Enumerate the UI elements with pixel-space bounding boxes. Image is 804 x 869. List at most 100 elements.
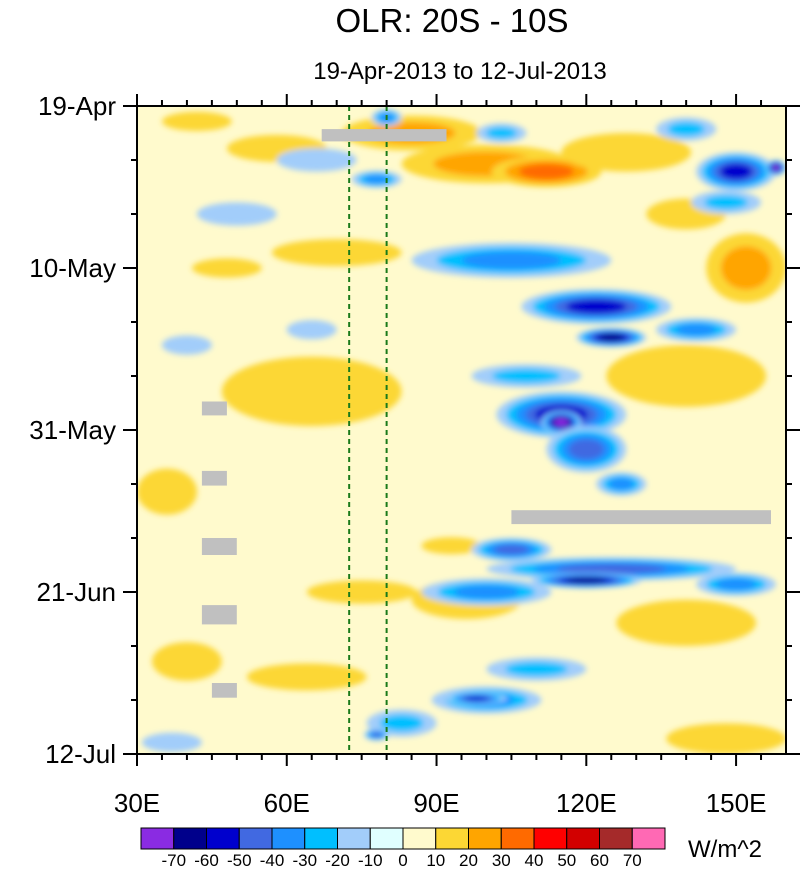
colorbar-label: -70 xyxy=(162,851,187,869)
anomaly-feature xyxy=(505,661,568,677)
anomaly-feature xyxy=(561,133,692,172)
anomaly-feature xyxy=(565,577,607,584)
missing-data-patch xyxy=(211,683,237,698)
anomaly-feature xyxy=(306,580,417,604)
colorbar-label: -60 xyxy=(194,851,219,869)
colorbar-label: -20 xyxy=(325,851,350,869)
anomaly-feature xyxy=(196,202,277,226)
olr-field xyxy=(137,106,786,754)
anomaly-feature xyxy=(421,537,482,555)
colorbar-label: -50 xyxy=(227,851,252,869)
missing-data-patch xyxy=(201,470,227,486)
x-tick-label: 90E xyxy=(413,788,459,818)
colorbar-label: 40 xyxy=(525,851,544,869)
chart-subtitle: 19-Apr-2013 to 12-Jul-2013 xyxy=(313,58,607,85)
anomaly-feature xyxy=(720,163,753,180)
colorbar: -70 -60 -50 -40 -30 -20 -10 0 10 20 30 40 50 60 70 xyxy=(140,827,666,869)
colorbar-box xyxy=(337,827,371,850)
colorbar-label: 10 xyxy=(426,851,445,869)
colorbar-label: 0 xyxy=(398,851,407,869)
colorbar-box xyxy=(566,827,600,850)
anomaly-feature xyxy=(485,127,517,139)
colorbar-box xyxy=(435,827,469,850)
anomaly-feature xyxy=(493,544,529,555)
colorbar-box xyxy=(140,827,175,850)
anomaly-feature xyxy=(286,320,337,340)
missing-data-patches xyxy=(201,129,771,698)
missing-data-patch xyxy=(201,538,237,555)
anomaly-feature xyxy=(608,478,634,490)
anomaly-feature xyxy=(716,578,757,591)
anomaly-feature xyxy=(271,239,402,267)
anomaly-feature xyxy=(676,323,717,336)
y-tick-label: 10-May xyxy=(29,253,116,283)
colorbar-box xyxy=(206,827,240,850)
colorbar-label: -10 xyxy=(358,851,383,869)
anomaly-feature xyxy=(464,696,489,701)
colorbar-box xyxy=(304,827,338,850)
anomaly-feature xyxy=(161,335,212,355)
anomaly-feature xyxy=(162,111,232,131)
colorbar-box xyxy=(468,827,502,850)
colorbar-label: 30 xyxy=(492,851,511,869)
anomaly-feature xyxy=(556,563,666,575)
anomaly-feature xyxy=(246,663,367,691)
colorbar-box xyxy=(369,827,404,850)
anomaly-feature xyxy=(364,175,390,184)
colorbar-label: -40 xyxy=(260,851,285,869)
y-tick-label: 21-Jun xyxy=(37,577,117,607)
anomaly-feature xyxy=(598,333,625,341)
anomaly-feature xyxy=(137,468,197,515)
anomaly-feature xyxy=(371,732,383,738)
colorbar-label: -30 xyxy=(293,851,318,869)
anomaly-feature xyxy=(606,345,767,407)
colorbar-box xyxy=(238,827,273,850)
anomaly-feature xyxy=(221,356,402,427)
colorbar-box xyxy=(533,827,568,850)
colorbar-box xyxy=(402,827,437,850)
x-tick-label: 150E xyxy=(706,788,767,818)
chart-title: OLR: 20S - 10S xyxy=(336,2,569,39)
anomaly-feature xyxy=(772,164,780,171)
missing-data-patch xyxy=(321,129,447,142)
colorbar-label: 20 xyxy=(459,851,478,869)
reference-lines xyxy=(348,106,388,754)
anomaly-feature xyxy=(152,642,222,681)
y-tick-label: 12-Jul xyxy=(45,739,116,769)
anomaly-feature xyxy=(192,258,262,278)
x-tick-label: 120E xyxy=(556,788,617,818)
missing-data-patch xyxy=(201,605,237,625)
colorbar-box xyxy=(173,827,207,850)
colorbar-label: 70 xyxy=(623,851,642,869)
y-tick-label: 19-Apr xyxy=(38,91,116,121)
colorbar-box xyxy=(271,827,306,850)
anomaly-feature xyxy=(141,732,202,753)
anomaly-feature xyxy=(379,714,424,732)
anomaly-feature xyxy=(461,251,562,269)
colorbar-label: 50 xyxy=(557,851,576,869)
colorbar-units: W/m^2 xyxy=(688,836,762,863)
x-axis: 30E 60E 90E 120E 150E xyxy=(114,94,767,818)
anomaly-feature xyxy=(666,723,786,754)
anomaly-feature xyxy=(554,418,569,427)
anomaly-feature xyxy=(492,368,561,384)
anomaly-feature xyxy=(667,121,705,137)
anomaly-features xyxy=(137,109,786,754)
anomaly-feature xyxy=(454,585,519,599)
missing-data-patch xyxy=(201,401,227,416)
colorbar-box xyxy=(500,827,535,850)
anomaly-feature xyxy=(721,246,772,290)
colorbar-label: 60 xyxy=(590,851,609,869)
colorbar-box xyxy=(631,827,666,850)
y-axis: 19-Apr 10-May 31-May 21-Jun 12-Jul xyxy=(29,91,800,769)
anomaly-feature xyxy=(566,299,627,314)
x-tick-label: 30E xyxy=(114,788,160,818)
anomaly-feature xyxy=(518,163,574,180)
y-tick-label: 31-May xyxy=(29,415,116,445)
missing-data-patch xyxy=(511,510,771,525)
x-tick-label: 60E xyxy=(264,788,310,818)
anomaly-feature xyxy=(616,599,757,647)
anomaly-feature xyxy=(276,148,357,172)
colorbar-box xyxy=(599,827,633,850)
